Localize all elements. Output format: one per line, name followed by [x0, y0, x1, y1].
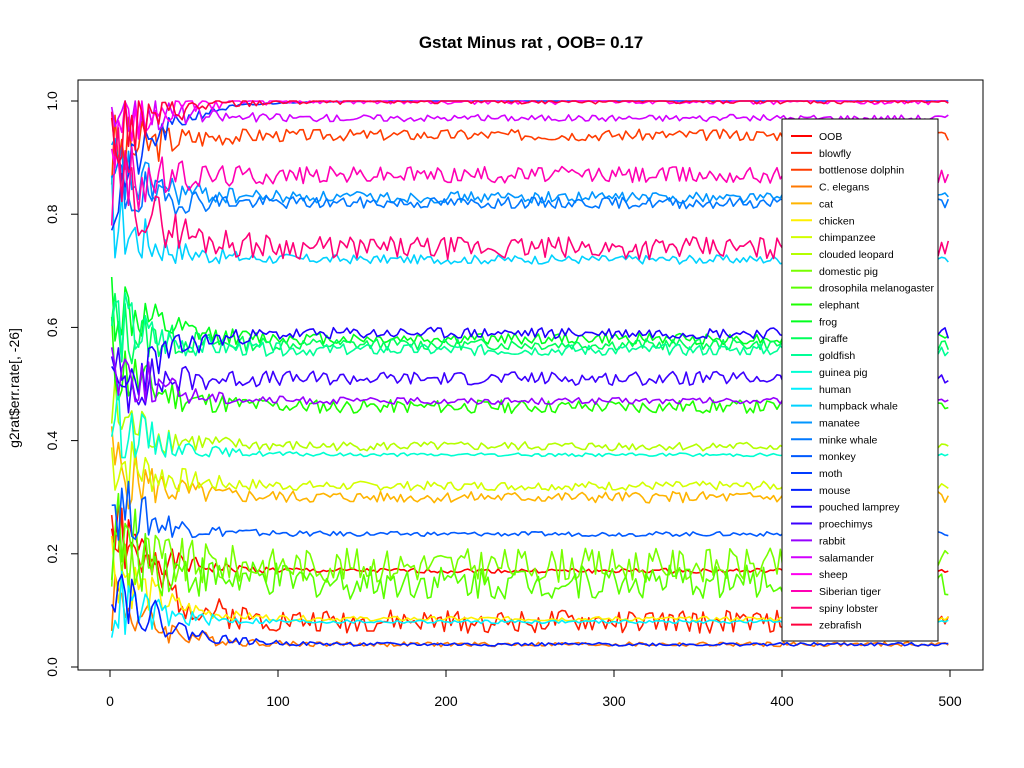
- x-tick-label: 0: [106, 693, 114, 709]
- legend-label: bottlenose dolphin: [819, 165, 904, 177]
- legend: OOB blowfly bottlenose dolphin C. elegans ca…: [781, 118, 939, 642]
- legend-label: chimpanzee: [819, 232, 876, 244]
- legend-box: [781, 118, 939, 642]
- legend-label: clouded leopard: [819, 249, 894, 261]
- x-tick-label: 300: [602, 693, 626, 709]
- x-tick-label: 100: [266, 693, 290, 709]
- legend-label: cat: [819, 198, 833, 210]
- y-tick-label: 0.6: [44, 317, 60, 337]
- legend-label: giraffe: [819, 333, 848, 345]
- y-tick-label: 0.8: [44, 204, 60, 224]
- series-line: [110, 573, 949, 647]
- legend-label: C. elegans: [819, 182, 869, 194]
- legend-label: salamander: [819, 552, 874, 564]
- legend-label: blowfly: [819, 148, 852, 160]
- legend-label: pouched lamprey: [819, 502, 900, 514]
- legend-label: Siberian tiger: [819, 586, 881, 598]
- series-line: [110, 100, 949, 164]
- chart-title: Gstat Minus rat , OOB= 0.17: [419, 33, 643, 52]
- legend-label: moth: [819, 468, 843, 480]
- legend-label: minke whale: [819, 434, 878, 446]
- y-tick-label: 1.0: [44, 91, 60, 111]
- legend-label: domestic pig: [819, 266, 878, 278]
- x-axis: 0 100 200 300 400 500: [106, 669, 962, 709]
- legend-label: humpback whale: [819, 401, 898, 413]
- legend-label: frog: [819, 316, 837, 328]
- legend-label: goldfish: [819, 350, 855, 362]
- legend-label: human: [819, 384, 851, 396]
- legend-label: sheep: [819, 569, 848, 581]
- legend-label: spiny lobster: [819, 603, 878, 615]
- y-axis: 0.0 0.2 0.4 0.6 0.8 1.0: [44, 91, 79, 677]
- legend-label: guinea pig: [819, 367, 868, 379]
- legend-label: zebrafish: [819, 620, 862, 632]
- legend-label: OOB: [819, 131, 842, 143]
- legend-label: monkey: [819, 451, 857, 463]
- y-tick-label: 0.4: [44, 431, 60, 451]
- legend-label: rabbit: [819, 535, 845, 547]
- x-tick-label: 400: [770, 693, 794, 709]
- x-tick-label: 200: [434, 693, 458, 709]
- legend-label: drosophila melanogaster: [819, 283, 934, 295]
- x-tick-label: 500: [938, 693, 962, 709]
- legend-label: chicken: [819, 215, 855, 227]
- legend-label: mouse: [819, 485, 851, 497]
- y-tick-label: 0.2: [44, 544, 60, 564]
- legend-label: elephant: [819, 300, 859, 312]
- y-tick-label: 0.0: [44, 657, 60, 677]
- legend-label: manatee: [819, 417, 860, 429]
- y-axis-label: g2rat$err.rate[, -26]: [6, 328, 22, 448]
- legend-label: proechimys: [819, 519, 873, 531]
- series-line: [110, 100, 949, 133]
